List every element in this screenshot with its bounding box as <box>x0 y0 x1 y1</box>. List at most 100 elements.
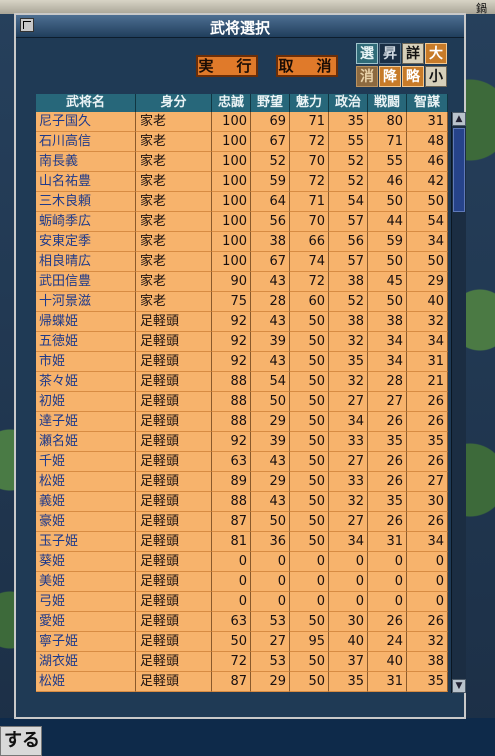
table-row[interactable]: 美姫 足軽頭 0 0 0 0 0 0 <box>36 572 448 592</box>
execute-button[interactable]: 実 行 <box>196 55 258 77</box>
bottom-partial-button[interactable]: する <box>0 726 42 756</box>
clear-button[interactable]: 消 <box>356 66 378 87</box>
cell-politics: 37 <box>329 652 368 672</box>
table-row[interactable]: 達子姫 足軽頭 88 29 50 34 26 26 <box>36 412 448 432</box>
cell-politics: 27 <box>329 392 368 412</box>
table-row[interactable]: 三木良頼 家老 100 64 71 54 50 50 <box>36 192 448 212</box>
table-row[interactable]: 武田信豊 家老 90 43 72 38 45 29 <box>36 272 448 292</box>
cell-intellect: 29 <box>407 272 448 292</box>
cell-intellect: 35 <box>407 432 448 452</box>
table-row[interactable]: 相良晴広 家老 100 67 74 57 50 50 <box>36 252 448 272</box>
cell-politics: 32 <box>329 492 368 512</box>
small-size-button[interactable]: 小 <box>425 66 447 87</box>
header-col-charisma[interactable]: 魅力 <box>290 94 329 112</box>
table-row[interactable]: 松姫 足軽頭 87 29 50 35 31 35 <box>36 672 448 692</box>
cell-rank: 足軽頭 <box>136 452 212 472</box>
scroll-thumb[interactable] <box>453 128 465 212</box>
cell-intellect: 0 <box>407 572 448 592</box>
table-row[interactable]: 十河景滋 家老 75 28 60 52 50 40 <box>36 292 448 312</box>
cell-ambition: 39 <box>251 432 290 452</box>
table-row[interactable]: 瀬名姫 足軽頭 92 39 50 33 35 35 <box>36 432 448 452</box>
cell-ambition: 52 <box>251 152 290 172</box>
cell-rank: 足軽頭 <box>136 412 212 432</box>
cell-intellect: 38 <box>407 652 448 672</box>
detail-view-button[interactable]: 詳 <box>402 43 424 64</box>
table-row[interactable]: 茶々姫 足軽頭 88 54 50 32 28 21 <box>36 372 448 392</box>
cell-politics: 57 <box>329 212 368 232</box>
header-col-name[interactable]: 武将名 <box>36 94 136 112</box>
cell-loyalty: 92 <box>212 312 251 332</box>
cell-ambition: 0 <box>251 552 290 572</box>
table-row[interactable]: 市姫 足軽頭 92 43 50 35 34 31 <box>36 352 448 372</box>
header-col-rank[interactable]: 身分 <box>136 94 212 112</box>
cell-charisma: 50 <box>290 452 329 472</box>
cell-intellect: 26 <box>407 392 448 412</box>
table-row[interactable]: 義姫 足軽頭 88 43 50 32 35 30 <box>36 492 448 512</box>
cell-rank: 家老 <box>136 252 212 272</box>
header-col-intellect[interactable]: 智謀 <box>407 94 448 112</box>
table-row[interactable]: 石川高信 家老 100 67 72 55 71 48 <box>36 132 448 152</box>
cell-charisma: 71 <box>290 112 329 132</box>
table-row[interactable]: 愛姫 足軽頭 63 53 50 30 26 26 <box>36 612 448 632</box>
table-row[interactable]: 安東定季 家老 100 38 66 56 59 34 <box>36 232 448 252</box>
cell-charisma: 50 <box>290 392 329 412</box>
cell-ambition: 53 <box>251 612 290 632</box>
cell-loyalty: 87 <box>212 512 251 532</box>
header-col-combat[interactable]: 戦闘 <box>368 94 407 112</box>
cell-combat: 44 <box>368 212 407 232</box>
table-row[interactable]: 葵姫 足軽頭 0 0 0 0 0 0 <box>36 552 448 572</box>
table-row[interactable]: 蛎崎季広 家老 100 56 70 57 44 54 <box>36 212 448 232</box>
cell-name: 千姫 <box>36 452 136 472</box>
cell-politics: 52 <box>329 172 368 192</box>
cell-charisma: 72 <box>290 172 329 192</box>
cell-politics: 52 <box>329 292 368 312</box>
scroll-down-icon[interactable]: ▼ <box>452 679 466 693</box>
cell-ambition: 0 <box>251 592 290 612</box>
cell-name: 達子姫 <box>36 412 136 432</box>
cell-politics: 0 <box>329 552 368 572</box>
table-row[interactable]: 寧子姫 足軽頭 50 27 95 40 24 32 <box>36 632 448 652</box>
table-row[interactable]: 帰蝶姫 足軽頭 92 43 50 38 38 32 <box>36 312 448 332</box>
cell-politics: 52 <box>329 152 368 172</box>
close-icon[interactable] <box>20 18 34 32</box>
header-col-politics[interactable]: 政治 <box>329 94 368 112</box>
cell-rank: 家老 <box>136 132 212 152</box>
table-row[interactable]: 南長義 家老 100 52 70 52 55 46 <box>36 152 448 172</box>
cell-name: 市姫 <box>36 352 136 372</box>
cell-ambition: 69 <box>251 112 290 132</box>
scrollbar[interactable]: ▲ ▼ <box>451 112 466 693</box>
cell-charisma: 70 <box>290 212 329 232</box>
table-row[interactable]: 五徳姫 足軽頭 92 39 50 32 34 34 <box>36 332 448 352</box>
cell-charisma: 0 <box>290 592 329 612</box>
scroll-up-icon[interactable]: ▲ <box>452 112 466 126</box>
table-row[interactable]: 弓姫 足軽頭 0 0 0 0 0 0 <box>36 592 448 612</box>
cell-intellect: 50 <box>407 192 448 212</box>
table-row[interactable]: 松姫 足軽頭 89 29 50 33 26 27 <box>36 472 448 492</box>
header-col-ambition[interactable]: 野望 <box>251 94 290 112</box>
table-row[interactable]: 豪姫 足軽頭 87 50 50 27 26 26 <box>36 512 448 532</box>
cell-politics: 38 <box>329 272 368 292</box>
cell-ambition: 50 <box>251 512 290 532</box>
table-row[interactable]: 湖衣姫 足軽頭 72 53 50 37 40 38 <box>36 652 448 672</box>
cell-name: 松姫 <box>36 472 136 492</box>
large-size-button[interactable]: 大 <box>425 43 447 64</box>
cancel-button[interactable]: 取 消 <box>276 55 338 77</box>
cell-name: 帰蝶姫 <box>36 312 136 332</box>
summary-view-button[interactable]: 略 <box>402 66 424 87</box>
cell-rank: 家老 <box>136 112 212 132</box>
header-col-loyalty[interactable]: 忠誠 <box>212 94 251 112</box>
table-row[interactable]: 初姫 足軽頭 88 50 50 27 27 26 <box>36 392 448 412</box>
cell-intellect: 32 <box>407 312 448 332</box>
descend-sort-button[interactable]: 降 <box>379 66 401 87</box>
table-row[interactable]: 尼子国久 家老 100 69 71 35 80 31 <box>36 112 448 132</box>
cell-name: 松姫 <box>36 672 136 692</box>
table-row[interactable]: 山名祐豊 家老 100 59 72 52 46 42 <box>36 172 448 192</box>
cell-ambition: 54 <box>251 372 290 392</box>
ascend-sort-button[interactable]: 昇 <box>379 43 401 64</box>
cell-rank: 足軽頭 <box>136 612 212 632</box>
cell-intellect: 34 <box>407 232 448 252</box>
table-row[interactable]: 千姫 足軽頭 63 43 50 27 26 26 <box>36 452 448 472</box>
select-mode-button[interactable]: 選 <box>356 43 378 64</box>
table-row[interactable]: 玉子姫 足軽頭 81 36 50 34 31 34 <box>36 532 448 552</box>
cell-charisma: 50 <box>290 532 329 552</box>
